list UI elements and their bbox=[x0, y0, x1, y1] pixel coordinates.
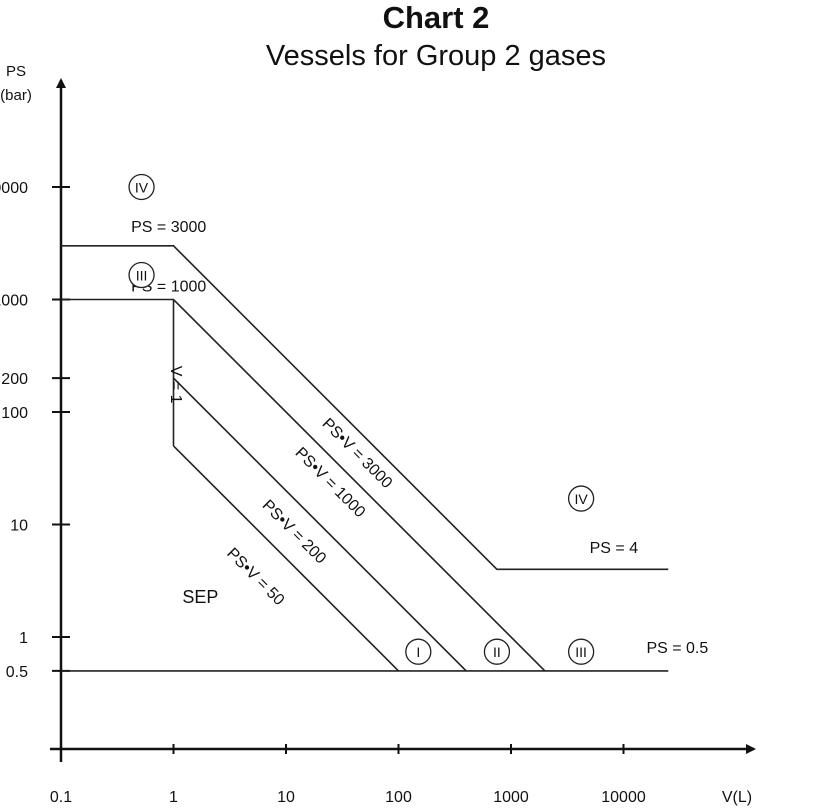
psv-50-boundary bbox=[172, 445, 400, 672]
category-circle bbox=[128, 173, 155, 201]
x-tick-label: 10000 bbox=[601, 789, 646, 806]
y-tick-label: 100 bbox=[1, 405, 28, 422]
v-1-label: V = 1 bbox=[167, 366, 184, 404]
psv-200-label: PS•V = 200 bbox=[259, 497, 329, 567]
chart-title: Chart 2 bbox=[382, 0, 490, 35]
psv-200-boundary bbox=[172, 377, 467, 672]
category-i: I bbox=[405, 638, 432, 665]
category-iii-right: III bbox=[567, 638, 595, 665]
x-tick-label: 100 bbox=[385, 789, 412, 806]
y-tick-label: 0.5 bbox=[6, 664, 28, 681]
ps-4-label: PS = 4 bbox=[590, 540, 639, 557]
x-tick-label: 0.1 bbox=[50, 789, 72, 806]
category-numeral: I bbox=[416, 644, 420, 660]
y-tick-label: 10 bbox=[10, 518, 28, 535]
ps-1000-boundary bbox=[61, 298, 546, 672]
category-iii-top-left: III bbox=[128, 261, 155, 289]
x-tick-label: 1 bbox=[169, 789, 178, 806]
x-tick-label: 1000 bbox=[493, 789, 529, 806]
category-circle bbox=[483, 638, 511, 665]
category-circle bbox=[567, 638, 595, 665]
y-axis-unit-label: (bar) bbox=[0, 87, 32, 104]
psv-50-label: PS•V = 50 bbox=[223, 545, 287, 609]
category-circle bbox=[128, 261, 155, 289]
category-numeral: III bbox=[136, 268, 148, 284]
category-numeral: IV bbox=[135, 180, 149, 196]
category-circle bbox=[567, 485, 595, 512]
ps-3000-label: PS = 3000 bbox=[131, 219, 206, 236]
ps-3000-boundary bbox=[61, 245, 669, 571]
category-numeral: IV bbox=[574, 491, 588, 507]
ps-0.5-label: PS = 0.5 bbox=[646, 640, 708, 657]
y-tick-label: 10000 bbox=[0, 180, 28, 197]
category-iv-top-left: IV bbox=[128, 173, 155, 201]
category-numeral: II bbox=[493, 644, 501, 660]
y-tick-label: 1 bbox=[19, 630, 28, 647]
category-iv-right: IV bbox=[567, 485, 595, 512]
chart-subtitle: Vessels for Group 2 gases bbox=[265, 40, 607, 72]
category-circle bbox=[405, 638, 432, 665]
category-ii: II bbox=[483, 638, 511, 665]
x-tick-label: 10 bbox=[277, 789, 295, 806]
x-axis-label: V(L) bbox=[722, 789, 752, 806]
sep-label: SEP bbox=[182, 587, 218, 607]
y-axis-label: PS bbox=[6, 63, 26, 80]
y-tick-label: 200 bbox=[1, 371, 28, 388]
y-tick-label: 1000 bbox=[0, 293, 28, 310]
category-numeral: III bbox=[575, 644, 587, 660]
